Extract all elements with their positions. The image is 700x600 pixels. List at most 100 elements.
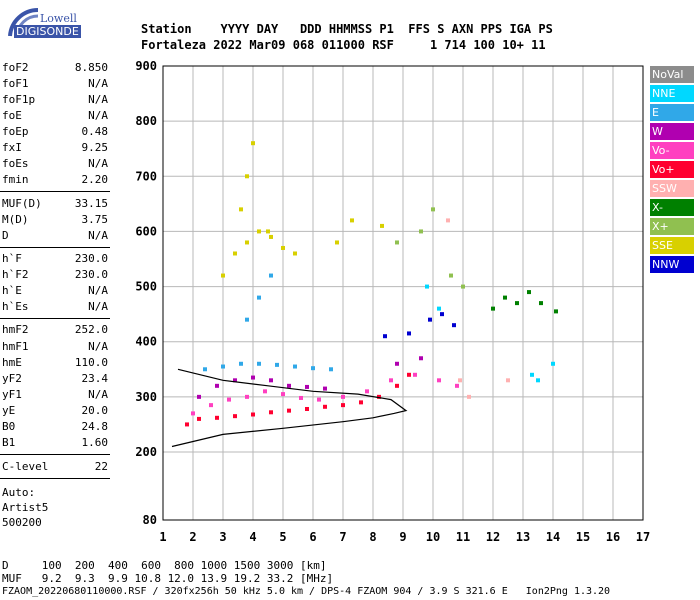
separator bbox=[0, 247, 110, 248]
footer-file-info: FZAOM_20220680110000.RSF / 320fx256h 50 … bbox=[2, 586, 611, 597]
data-point bbox=[233, 414, 237, 419]
x-tick-label: 11 bbox=[456, 530, 470, 544]
profile-curve-line bbox=[171, 368, 408, 448]
param-row: yE 20.0 bbox=[2, 404, 108, 417]
data-point bbox=[395, 383, 399, 388]
legend-item-sse: SSE bbox=[650, 237, 694, 254]
param-row: h`F 230.0 bbox=[2, 252, 108, 265]
data-point bbox=[305, 406, 309, 411]
auto-program: Artist5 bbox=[2, 501, 49, 514]
auto-code: 500200 bbox=[2, 516, 42, 529]
legend-item-vo-plus: Vo+ bbox=[650, 161, 694, 178]
data-point bbox=[245, 317, 249, 322]
data-point bbox=[317, 397, 321, 402]
data-point bbox=[437, 306, 441, 311]
x-tick-label: 6 bbox=[309, 530, 316, 544]
data-point bbox=[503, 295, 507, 300]
data-point bbox=[251, 412, 255, 417]
data-point bbox=[455, 383, 459, 388]
data-point bbox=[266, 229, 270, 234]
x-tick-label: 8 bbox=[369, 530, 376, 544]
separator bbox=[0, 191, 110, 192]
data-point bbox=[287, 408, 291, 413]
x-tick-label: 14 bbox=[546, 530, 560, 544]
data-point bbox=[452, 323, 456, 328]
data-point bbox=[446, 218, 450, 223]
data-point bbox=[221, 273, 225, 278]
param-row: h`Es N/A bbox=[2, 300, 108, 313]
data-point bbox=[245, 174, 249, 179]
data-point bbox=[395, 361, 399, 366]
data-point bbox=[311, 366, 315, 371]
param-row: h`E N/A bbox=[2, 284, 108, 297]
data-point bbox=[203, 367, 207, 372]
data-point bbox=[323, 404, 327, 409]
data-point bbox=[419, 229, 423, 234]
data-point bbox=[257, 295, 261, 300]
data-point bbox=[530, 372, 534, 377]
x-tick-label: 10 bbox=[426, 530, 440, 544]
data-point bbox=[245, 240, 249, 245]
y-tick-label: 900 bbox=[135, 59, 157, 73]
param-row: B0 24.8 bbox=[2, 420, 108, 433]
x-tick-label: 4 bbox=[249, 530, 256, 544]
header-values: Fortaleza 2022 Mar09 068 011000 RSF 1 71… bbox=[141, 38, 546, 52]
data-point bbox=[215, 383, 219, 388]
data-point bbox=[515, 301, 519, 306]
data-point bbox=[305, 384, 309, 389]
data-point bbox=[197, 416, 201, 421]
data-point bbox=[257, 229, 261, 234]
y-tick-label: 700 bbox=[135, 169, 157, 183]
data-point bbox=[527, 290, 531, 295]
data-point bbox=[221, 364, 225, 369]
separator bbox=[0, 318, 110, 319]
chart-points bbox=[185, 141, 558, 427]
data-point bbox=[341, 394, 345, 399]
data-point bbox=[269, 410, 273, 415]
data-point bbox=[281, 392, 285, 397]
param-row: foF1p N/A bbox=[2, 93, 108, 106]
param-row: C-level 22 bbox=[2, 460, 108, 473]
data-point bbox=[185, 422, 189, 427]
data-point bbox=[428, 317, 432, 322]
param-row: hmF2 252.0 bbox=[2, 323, 108, 336]
data-point bbox=[407, 331, 411, 336]
data-point bbox=[539, 301, 543, 306]
legend-item-nne: NNE bbox=[650, 85, 694, 102]
data-point bbox=[449, 273, 453, 278]
data-point bbox=[461, 284, 465, 289]
data-point bbox=[383, 334, 387, 339]
x-tick-label: 13 bbox=[516, 530, 530, 544]
y-axis-ticks: 80 200 300 400 500 600 700 800 900 bbox=[135, 59, 157, 527]
legend-item-ssw: SSW bbox=[650, 180, 694, 197]
param-row: yF1 N/A bbox=[2, 388, 108, 401]
legend-item-x-plus: X+ bbox=[650, 218, 694, 235]
data-point bbox=[431, 207, 435, 212]
data-point bbox=[551, 361, 555, 366]
data-point bbox=[239, 361, 243, 366]
logo-digisonde-text: DIGISONDE bbox=[14, 25, 81, 38]
data-point bbox=[389, 378, 393, 383]
data-point bbox=[365, 389, 369, 394]
data-point bbox=[335, 240, 339, 245]
x-tick-label: 3 bbox=[219, 530, 226, 544]
data-point bbox=[269, 234, 273, 239]
data-point bbox=[440, 312, 444, 317]
footer-distance-row: D 100 200 400 600 800 1000 1500 3000 [km… bbox=[2, 559, 327, 572]
data-point bbox=[215, 415, 219, 420]
legend-item-w: W bbox=[650, 123, 694, 140]
param-row: foF1 N/A bbox=[2, 77, 108, 90]
data-point bbox=[323, 386, 327, 391]
data-point bbox=[233, 251, 237, 256]
data-point bbox=[425, 284, 429, 289]
data-point bbox=[191, 411, 195, 416]
param-row: B1 1.60 bbox=[2, 436, 108, 449]
data-point bbox=[293, 364, 297, 369]
separator bbox=[0, 454, 110, 455]
data-point bbox=[281, 245, 285, 250]
x-axis-ticks: 1 2 3 4 5 6 7 8 9 10 11 12 13 14 15 16 17 bbox=[159, 530, 650, 544]
data-point bbox=[287, 383, 291, 388]
param-row: fmin 2.20 bbox=[2, 173, 108, 186]
data-point bbox=[395, 240, 399, 245]
legend-item-noval: NoVal bbox=[650, 66, 694, 83]
